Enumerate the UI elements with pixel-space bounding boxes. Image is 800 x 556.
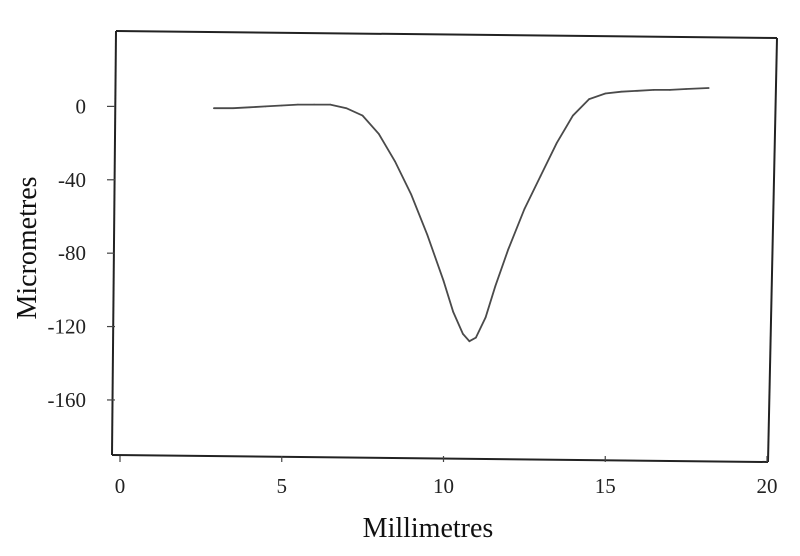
y-tick-label: -120 [48,315,87,339]
series-points [213,87,710,343]
x-tick-label: 0 [115,474,126,498]
data-point [378,133,380,135]
data-point [313,103,315,106]
data-point [555,142,558,144]
y-tick-label: -40 [58,168,86,192]
data-point [588,98,590,100]
data-point [213,107,215,109]
data-point [329,103,332,106]
x-tick-label: 15 [595,474,616,498]
y-axis-line [111,30,117,456]
data-point [494,285,497,288]
x-tick-label: 5 [277,474,288,498]
series-line [213,87,709,343]
plot-frame [111,30,778,463]
y-tick-label: -160 [48,388,87,412]
data-point [410,193,413,196]
data-point [604,92,607,95]
data-point [426,234,429,236]
data-point [394,160,396,163]
data-point [685,88,687,90]
data-point [442,279,445,282]
data-point [475,336,477,339]
data-point [523,208,526,210]
data-point [452,311,455,313]
data-point [507,248,510,251]
y-axis-title: Micrometres [12,176,43,319]
data-point [232,107,234,109]
data-point [539,175,542,177]
y-tick-label: -80 [58,241,86,265]
data-point [669,89,671,91]
plot-top-border [115,30,778,39]
data-point [281,104,283,107]
data-point [572,114,574,117]
data-point [248,106,251,109]
data-point [462,333,464,335]
data-point [653,89,655,91]
data-point [620,90,623,93]
data-point [297,103,299,106]
x-axis-title: Millimetres [363,513,494,544]
y-tick-label: 0 [76,94,87,118]
x-tick-label: 20 [757,474,778,498]
data-point [361,114,364,117]
data-point [708,87,710,89]
data-point [345,107,348,109]
x-axis-ticks: 0 5 10 15 20 [115,456,778,498]
data-point [264,105,267,108]
data-point [468,340,471,343]
y-axis-ticks: 0 -40 -80 -120 -160 [48,94,115,412]
x-axis-line [111,454,769,463]
data-point [636,90,639,92]
x-tick-label: 10 [433,474,454,498]
plot-right-border [767,37,778,463]
data-point [484,316,487,319]
